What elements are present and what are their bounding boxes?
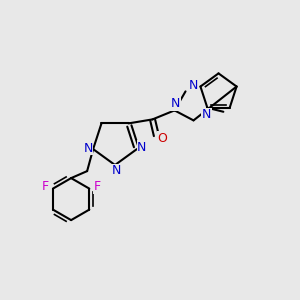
Text: N: N — [189, 79, 198, 92]
Text: N: N — [111, 164, 121, 178]
Text: F: F — [94, 180, 101, 193]
Text: N: N — [171, 97, 180, 110]
Text: O: O — [158, 132, 167, 145]
Text: N: N — [137, 141, 147, 154]
Text: N: N — [83, 142, 93, 154]
Text: F: F — [41, 180, 49, 193]
Text: N: N — [202, 108, 211, 121]
